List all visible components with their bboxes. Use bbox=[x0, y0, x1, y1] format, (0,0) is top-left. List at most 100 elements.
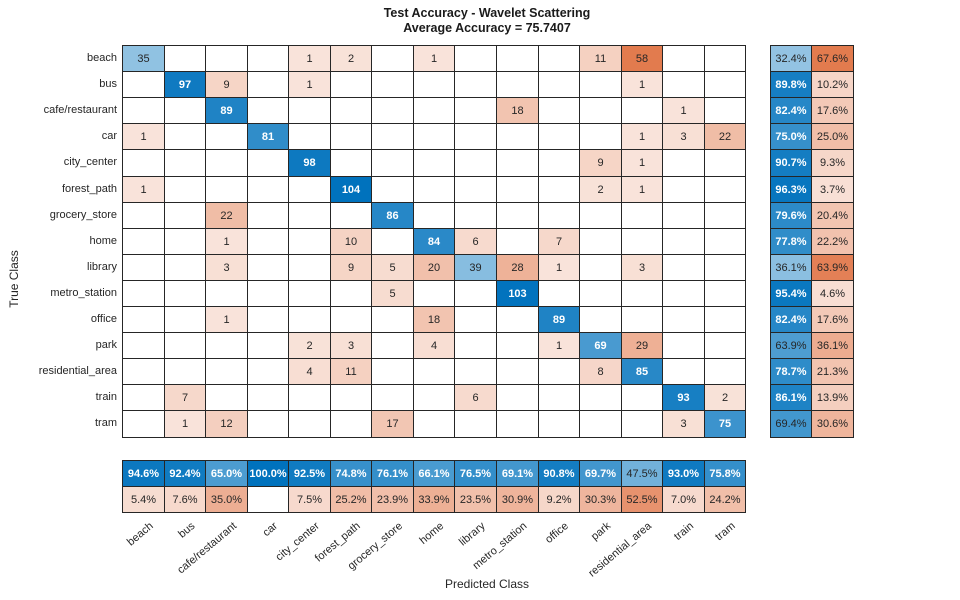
matrix-cell bbox=[288, 306, 331, 333]
matrix-cell: 3 bbox=[662, 123, 705, 150]
matrix-cell bbox=[205, 280, 248, 307]
matrix-cell: 1 bbox=[164, 410, 206, 438]
matrix-cell bbox=[330, 410, 372, 438]
row-summary-correct-cell: 32.4% bbox=[770, 45, 812, 72]
matrix-cell bbox=[288, 410, 331, 438]
matrix-cell bbox=[288, 123, 331, 150]
matrix-cell bbox=[496, 384, 539, 411]
col-summary-correct-cell: 76.5% bbox=[454, 460, 497, 487]
col-summary-incorrect-cell: 35.0% bbox=[205, 486, 248, 513]
matrix-cell bbox=[454, 202, 497, 229]
matrix-cell: 9 bbox=[579, 149, 622, 177]
matrix-cell bbox=[704, 176, 746, 203]
matrix-cell bbox=[621, 410, 663, 438]
matrix-cell bbox=[330, 202, 372, 229]
row-summary-correct-cell: 69.4% bbox=[770, 410, 812, 438]
matrix-cell bbox=[704, 202, 746, 229]
y-tick-label: car bbox=[101, 130, 117, 142]
col-summary-correct-cell: 66.1% bbox=[413, 460, 455, 487]
matrix-cell bbox=[662, 228, 705, 255]
matrix-cell: 5 bbox=[371, 280, 414, 307]
matrix-cell: 29 bbox=[621, 332, 663, 359]
matrix-cell bbox=[247, 384, 289, 411]
matrix-cell bbox=[413, 202, 455, 229]
matrix-cell: 10 bbox=[330, 228, 372, 255]
matrix-cell bbox=[205, 176, 248, 203]
col-summary-incorrect-cell bbox=[247, 486, 289, 513]
matrix-cell bbox=[371, 306, 414, 333]
matrix-cell: 11 bbox=[579, 45, 622, 72]
matrix-cell bbox=[704, 358, 746, 385]
matrix-cell bbox=[662, 280, 705, 307]
matrix-cell bbox=[371, 358, 414, 385]
matrix-cell bbox=[496, 358, 539, 385]
y-tick-label: cafe/restaurant bbox=[43, 104, 117, 116]
matrix-cell bbox=[122, 254, 165, 281]
matrix-cell bbox=[621, 384, 663, 411]
matrix-cell: 1 bbox=[288, 45, 331, 72]
matrix-cell bbox=[538, 123, 580, 150]
matrix-cell: 2 bbox=[330, 45, 372, 72]
matrix-cell bbox=[538, 45, 580, 72]
matrix-cell bbox=[413, 71, 455, 98]
matrix-cell bbox=[496, 306, 539, 333]
matrix-cell bbox=[538, 176, 580, 203]
row-summary-correct-cell: 77.8% bbox=[770, 228, 812, 255]
x-tick-label: car bbox=[260, 520, 281, 540]
col-summary-incorrect-cell: 30.3% bbox=[579, 486, 622, 513]
row-summary-correct-cell: 96.3% bbox=[770, 176, 812, 203]
matrix-cell bbox=[413, 123, 455, 150]
matrix-cell: 2 bbox=[288, 332, 331, 359]
matrix-cell bbox=[122, 228, 165, 255]
col-summary-correct-cell: 75.8% bbox=[704, 460, 746, 487]
row-summary-incorrect-cell: 17.6% bbox=[811, 97, 854, 124]
matrix-cell bbox=[122, 71, 165, 98]
matrix-cell bbox=[247, 332, 289, 359]
row-summary-incorrect-cell: 13.9% bbox=[811, 384, 854, 411]
matrix-cell: 58 bbox=[621, 45, 663, 72]
row-summary-correct-cell: 86.1% bbox=[770, 384, 812, 411]
matrix-cell bbox=[205, 45, 248, 72]
y-tick-label: train bbox=[95, 391, 117, 403]
matrix-cell bbox=[371, 45, 414, 72]
matrix-cell bbox=[579, 254, 622, 281]
matrix-cell: 3 bbox=[662, 410, 705, 438]
matrix-cell bbox=[579, 384, 622, 411]
matrix-cell bbox=[122, 202, 165, 229]
matrix-cell: 18 bbox=[496, 97, 539, 124]
matrix-cell bbox=[496, 176, 539, 203]
matrix-cell bbox=[330, 384, 372, 411]
matrix-cell bbox=[247, 306, 289, 333]
y-axis-title: True Class bbox=[7, 250, 21, 308]
matrix-cell: 104 bbox=[330, 176, 372, 203]
matrix-cell: 9 bbox=[330, 254, 372, 281]
matrix-cell bbox=[371, 332, 414, 359]
matrix-cell bbox=[621, 306, 663, 333]
col-summary-correct-cell: 47.5% bbox=[621, 460, 663, 487]
matrix-cell: 1 bbox=[662, 97, 705, 124]
matrix-cell bbox=[122, 97, 165, 124]
matrix-cell bbox=[538, 149, 580, 177]
matrix-cell bbox=[288, 254, 331, 281]
matrix-cell bbox=[247, 228, 289, 255]
matrix-cell: 6 bbox=[454, 228, 497, 255]
row-summary-incorrect-cell: 3.7% bbox=[811, 176, 854, 203]
matrix-cell bbox=[122, 384, 165, 411]
matrix-cell: 1 bbox=[288, 71, 331, 98]
x-tick-label: park bbox=[588, 520, 613, 543]
col-summary-incorrect-cell: 9.2% bbox=[538, 486, 580, 513]
matrix-cell bbox=[330, 306, 372, 333]
col-summary-correct-cell: 100.0% bbox=[247, 460, 289, 487]
matrix-cell bbox=[496, 45, 539, 72]
matrix-cell bbox=[579, 97, 622, 124]
col-summary-incorrect-cell: 52.5% bbox=[621, 486, 663, 513]
col-summary-incorrect-cell: 7.0% bbox=[662, 486, 705, 513]
y-tick-label: park bbox=[95, 339, 117, 351]
col-summary-correct-cell: 65.0% bbox=[205, 460, 248, 487]
row-summary-correct-cell: 95.4% bbox=[770, 280, 812, 307]
row-summary-incorrect-cell: 25.0% bbox=[811, 123, 854, 150]
matrix-cell bbox=[538, 280, 580, 307]
x-tick-label: train bbox=[671, 520, 696, 543]
y-tick-label: bus bbox=[99, 78, 117, 90]
col-summary-incorrect-cell: 33.9% bbox=[413, 486, 455, 513]
